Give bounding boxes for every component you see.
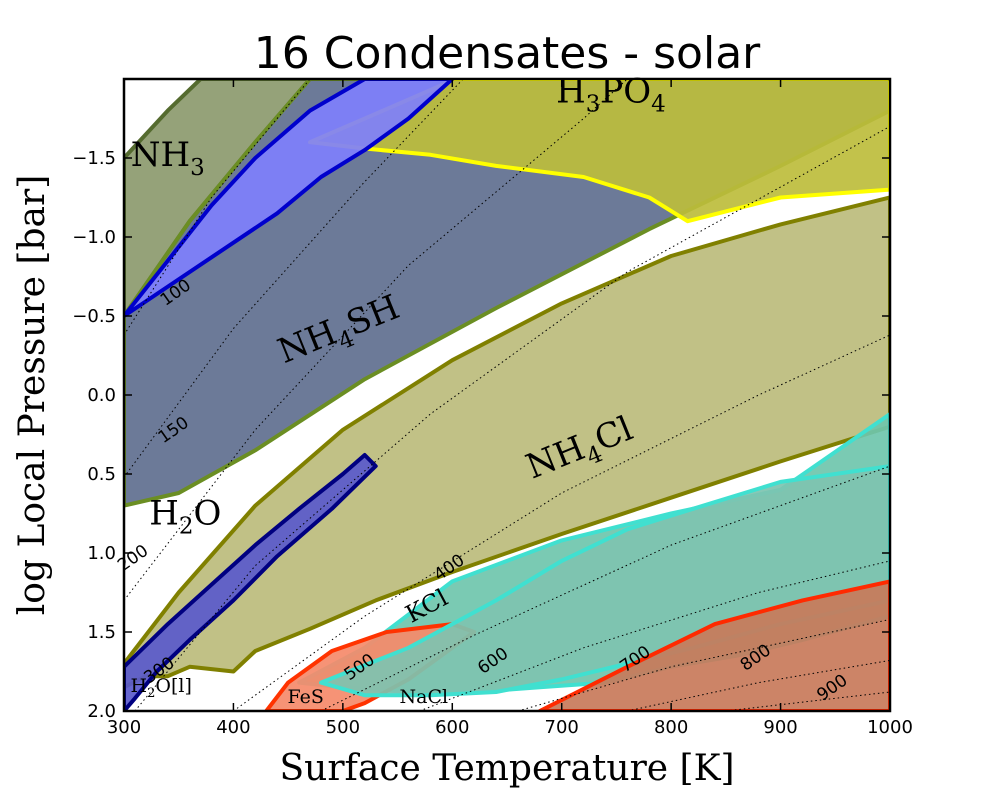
x-tick-label-300: 300 bbox=[107, 717, 141, 738]
y-tick-label-0: 0.0 bbox=[87, 385, 116, 406]
contour-100 bbox=[124, 79, 311, 336]
y-axis-ticks: −1.5 −1.0 −0.5 0.0 0.5 1.0 1.5 2.0 bbox=[72, 148, 890, 722]
region-h2o-l bbox=[124, 453, 378, 711]
x-tick-label-800: 800 bbox=[654, 717, 688, 738]
y-tick-label-1.5: 1.5 bbox=[87, 622, 116, 643]
x-axis-label: Surface Temperature [K] bbox=[279, 748, 734, 789]
region-label-h2o-l: H2O[l] bbox=[131, 675, 192, 701]
y-tick-label-2: 2.0 bbox=[87, 701, 116, 722]
region-label-nh3: NH3 bbox=[131, 135, 205, 181]
contour-400 bbox=[233, 334, 890, 711]
x-tick-label-600: 600 bbox=[435, 717, 469, 738]
condensate-regions bbox=[124, 79, 890, 711]
y-tick-label--1: −1.0 bbox=[72, 227, 116, 248]
region-h2o bbox=[124, 79, 455, 318]
x-tick-label-700: 700 bbox=[545, 717, 579, 738]
chart-title: 16 Condensates - solar bbox=[254, 28, 761, 79]
y-axis-label: log Local Pressure [bar] bbox=[12, 175, 53, 615]
contour-500 bbox=[320, 465, 890, 711]
region-label-h2o: H2O bbox=[149, 494, 221, 540]
x-tick-label-900: 900 bbox=[763, 717, 797, 738]
region-label-nacl: NaCl bbox=[400, 686, 449, 708]
x-tick-label-500: 500 bbox=[326, 717, 360, 738]
x-tick-label-1000: 1000 bbox=[867, 717, 913, 738]
temperature-contours bbox=[124, 79, 890, 711]
region-label-fes: FeS bbox=[287, 686, 323, 708]
y-tick-label-1: 1.0 bbox=[87, 543, 116, 564]
x-tick-label-400: 400 bbox=[216, 717, 250, 738]
x-axis-ticks: 300 400 500 600 700 800 900 1000 bbox=[107, 79, 913, 738]
y-tick-label-0.5: 0.5 bbox=[87, 464, 116, 485]
region-nacl bbox=[319, 464, 890, 698]
y-tick-label--0.5: −0.5 bbox=[72, 306, 116, 327]
contour-900 bbox=[725, 691, 890, 711]
y-tick-label--1.5: −1.5 bbox=[72, 148, 116, 169]
region-hot-condensates bbox=[537, 579, 890, 711]
region-nh4cl bbox=[124, 195, 890, 690]
